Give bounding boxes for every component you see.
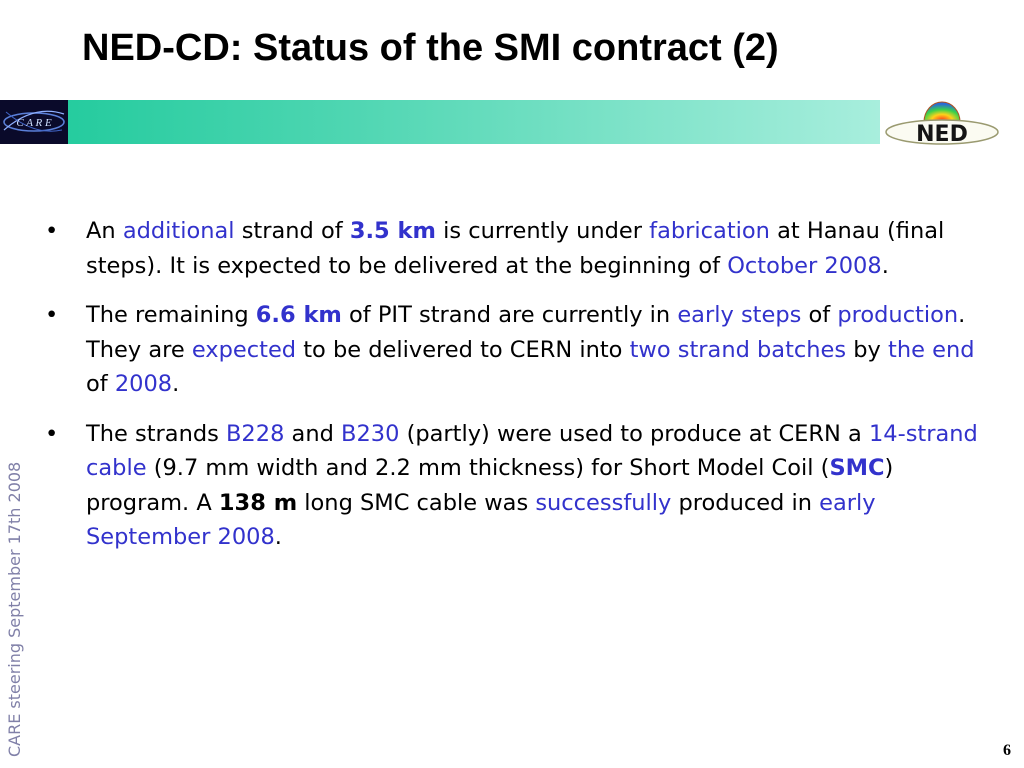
bullet-text-run: B228 bbox=[226, 420, 285, 447]
bullet-text-run: two strand batches bbox=[629, 336, 847, 363]
care-logo-text: C A R E bbox=[16, 117, 52, 129]
ned-logo: NED bbox=[885, 101, 999, 147]
bullet-text-run: (partly) were used to produce at CERN a bbox=[399, 420, 869, 447]
bullet-text-run: ) program. A bbox=[86, 455, 894, 516]
bullet-text-run: . bbox=[172, 371, 180, 397]
bullet-text-run: early September 2008 bbox=[86, 489, 876, 551]
bullet-text-run: additional bbox=[122, 218, 235, 244]
footer-side-text: CARE steering September 17th 2008 bbox=[5, 461, 24, 757]
bullet-text-run: to be delivered to CERN into bbox=[296, 336, 630, 363]
bullet-text-run: 138 m bbox=[218, 489, 298, 516]
bullet-text-run: at Hanau (final steps). It is expected t… bbox=[86, 218, 945, 279]
bullet-text-run: expected bbox=[191, 336, 297, 363]
bullet-marker: • bbox=[45, 420, 59, 447]
bullet-text-run: (9.7 mm width and 2.2 mm thickness) for … bbox=[146, 455, 830, 481]
bullet-text-run: fabrication bbox=[649, 218, 770, 244]
care-logo: C A R E bbox=[0, 100, 68, 144]
bullet-text-run: SMC bbox=[829, 455, 885, 481]
bullet-list: • An additional strand of 3.5 km is curre… bbox=[45, 214, 983, 570]
bullet-text-run: successfully bbox=[535, 489, 672, 516]
bullet-text-run: An bbox=[86, 218, 123, 244]
header-banner bbox=[0, 100, 880, 144]
bullet-text-run: long SMC cable was bbox=[297, 489, 536, 516]
bullet-text-run: of bbox=[86, 371, 115, 397]
bullet-text-run: 14-strand cable bbox=[86, 420, 978, 482]
bullet-item: • The strands B228 and B230 (partly) were… bbox=[45, 417, 983, 555]
bullet-text-run: of bbox=[801, 302, 838, 328]
bullet-text-run: strand of bbox=[234, 218, 350, 244]
bullet-item: • An additional strand of 3.5 km is curre… bbox=[45, 214, 983, 283]
bullet-text-run: 2008 bbox=[114, 371, 173, 397]
slide-title: NED-CD: Status of the SMI contract (2) bbox=[82, 27, 779, 69]
bullet-text-run: of PIT strand are currently in bbox=[341, 302, 678, 328]
bullet-text-run: B230 bbox=[341, 420, 400, 447]
bullet-text-run: 3.5 km bbox=[349, 218, 436, 244]
page-number: 6 bbox=[1003, 742, 1011, 759]
bullet-text-run: the end bbox=[888, 336, 975, 363]
bullet-text-run: 6.6 km bbox=[255, 302, 342, 328]
bullet-text-run: by bbox=[846, 336, 889, 363]
bullet-text-run: and bbox=[284, 420, 342, 447]
bullet-text-run: produced in bbox=[671, 489, 820, 516]
bullet-text-run: The strands bbox=[86, 420, 226, 447]
bullet-marker: • bbox=[45, 218, 59, 244]
bullet-text-run: . bbox=[881, 252, 889, 279]
bullet-item: • The remaining 6.6 km of PIT strand are … bbox=[45, 298, 983, 402]
bullet-text-run: October 2008 bbox=[727, 252, 882, 279]
ned-logo-text: NED bbox=[916, 122, 968, 147]
bullet-text-run: is currently under bbox=[435, 218, 650, 244]
bullet-text-run: . They are bbox=[86, 302, 966, 363]
bullet-marker: • bbox=[45, 302, 59, 328]
bullet-text-run: production bbox=[837, 302, 959, 328]
bullet-text-run: early steps bbox=[677, 302, 802, 328]
bullet-text-run: . bbox=[274, 524, 282, 550]
bullet-text-run: The remaining bbox=[86, 302, 256, 328]
